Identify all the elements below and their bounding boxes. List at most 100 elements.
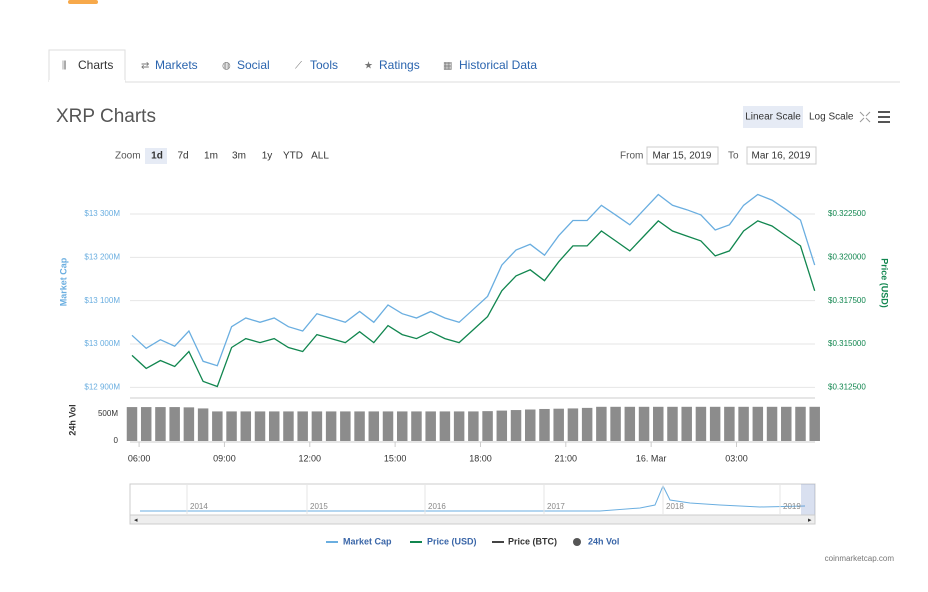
volume-bar: [653, 406, 664, 441]
volume-bar: [738, 406, 749, 441]
volume-bar: [254, 411, 266, 441]
scroll-right[interactable]: ▸: [808, 517, 812, 524]
y2-tick-label: $0.317500: [828, 296, 866, 305]
tab-icon: ⇄: [141, 61, 149, 72]
tab-icon: ★: [364, 61, 373, 72]
volume-bar: [297, 411, 308, 441]
to-label: To: [728, 151, 739, 162]
volume-bar: [354, 411, 365, 441]
from-date[interactable]: Mar 15, 2019: [653, 151, 712, 162]
x-tick-label: 06:00: [128, 453, 151, 463]
volume-bar: [468, 411, 479, 441]
tab[interactable]: Charts: [78, 58, 113, 72]
zoom-label: Zoom: [115, 151, 141, 162]
volume-bar: [439, 411, 451, 441]
volume-bar: [553, 408, 564, 441]
to-input[interactable]: [746, 146, 817, 165]
zoom-button[interactable]: 1m: [204, 151, 218, 162]
volume-bar: [240, 411, 252, 441]
volume-bar: [126, 407, 138, 441]
volume-bar: [325, 411, 337, 441]
volume-bar: [311, 411, 323, 441]
logo-stub: [68, 0, 98, 4]
y2-tick-label: $0.320000: [828, 252, 866, 261]
volume-bar: [567, 408, 579, 441]
volume-bar: [596, 406, 607, 441]
scale-button[interactable]: Linear Scale: [745, 112, 801, 123]
y-tick-label: $13 200M: [84, 252, 120, 261]
volume-tick-label: 0: [114, 436, 119, 445]
volume-bar: [638, 406, 650, 441]
volume-bar: [425, 411, 436, 441]
x-tick-label: 18:00: [469, 453, 492, 463]
x-tick-label: 15:00: [384, 453, 407, 463]
volume-bar: [453, 411, 465, 441]
volume-bar: [724, 406, 735, 441]
x-tick-label: 12:00: [299, 453, 322, 463]
navigator-window[interactable]: [801, 484, 815, 515]
legend-label[interactable]: Price (USD): [427, 536, 477, 546]
scroll-left[interactable]: ◂: [134, 517, 138, 524]
scrollbar[interactable]: [129, 514, 816, 525]
volume-axis-title: 24h Vol: [67, 404, 77, 435]
fullscreen-icon[interactable]: [859, 111, 871, 123]
volume-bar: [809, 406, 820, 441]
navigator[interactable]: [129, 483, 816, 516]
series-line: [131, 193, 816, 367]
legend-label[interactable]: Market Cap: [343, 536, 392, 546]
scale-button-bg[interactable]: [743, 106, 803, 128]
menu-icon[interactable]: [878, 111, 890, 123]
volume-bar: [667, 406, 678, 441]
scale-button[interactable]: Log Scale: [809, 112, 854, 123]
x-tick-label: 03:00: [725, 453, 748, 463]
y-axis-title: Market Cap: [58, 257, 68, 306]
zoom-button[interactable]: 3m: [232, 151, 246, 162]
zoom-button[interactable]: ALL: [311, 151, 329, 162]
legend-label[interactable]: 24h Vol: [588, 536, 619, 546]
tab[interactable]: Tools: [310, 58, 338, 72]
volume-tick-label: 500M: [98, 409, 118, 418]
zoom-button[interactable]: 7d: [177, 151, 188, 162]
y2-tick-label: $0.322500: [828, 209, 866, 218]
volume-bar: [368, 411, 380, 441]
y-tick-label: $13 100M: [84, 296, 120, 305]
volume-bar: [155, 407, 166, 441]
volume-bar: [695, 406, 707, 441]
tab[interactable]: Social: [237, 58, 270, 72]
navigator-label: 2018: [666, 502, 684, 511]
volume-bar: [624, 406, 636, 441]
tab[interactable]: Ratings: [379, 58, 420, 72]
y2-tick-label: $0.315000: [828, 339, 866, 348]
volume-bar: [610, 406, 621, 441]
volume-bar: [795, 406, 806, 441]
navigator-label: 2019: [783, 502, 801, 511]
volume-bar: [283, 411, 294, 441]
from-input[interactable]: [646, 146, 719, 165]
zoom-button[interactable]: YTD: [283, 151, 303, 162]
x-tick-label: 09:00: [213, 453, 236, 463]
to-date[interactable]: Mar 16, 2019: [752, 151, 811, 162]
volume-bar: [212, 411, 223, 441]
zoom-button[interactable]: 1d: [151, 151, 163, 162]
navigator-line: [140, 484, 806, 512]
tab[interactable]: Historical Data: [459, 58, 537, 72]
active-tab-gap: [49, 80, 125, 84]
volume-bar: [396, 411, 408, 441]
volume-bar: [781, 406, 792, 441]
legend-swatch: [573, 538, 581, 546]
volume-bar: [482, 411, 493, 441]
zoom-button[interactable]: 1y: [262, 151, 273, 162]
y-tick-label: $13 000M: [84, 339, 120, 348]
tab[interactable]: Markets: [155, 58, 198, 72]
navigator-label: 2014: [190, 502, 208, 511]
navigator-label: 2016: [428, 502, 446, 511]
volume-bar: [496, 410, 508, 441]
volume-bar: [709, 406, 721, 441]
volume-bar: [525, 409, 536, 441]
from-label: From: [620, 151, 643, 162]
legend-label[interactable]: Price (BTC): [508, 536, 557, 546]
active-tab: [48, 49, 126, 82]
volume-bar: [510, 410, 522, 441]
